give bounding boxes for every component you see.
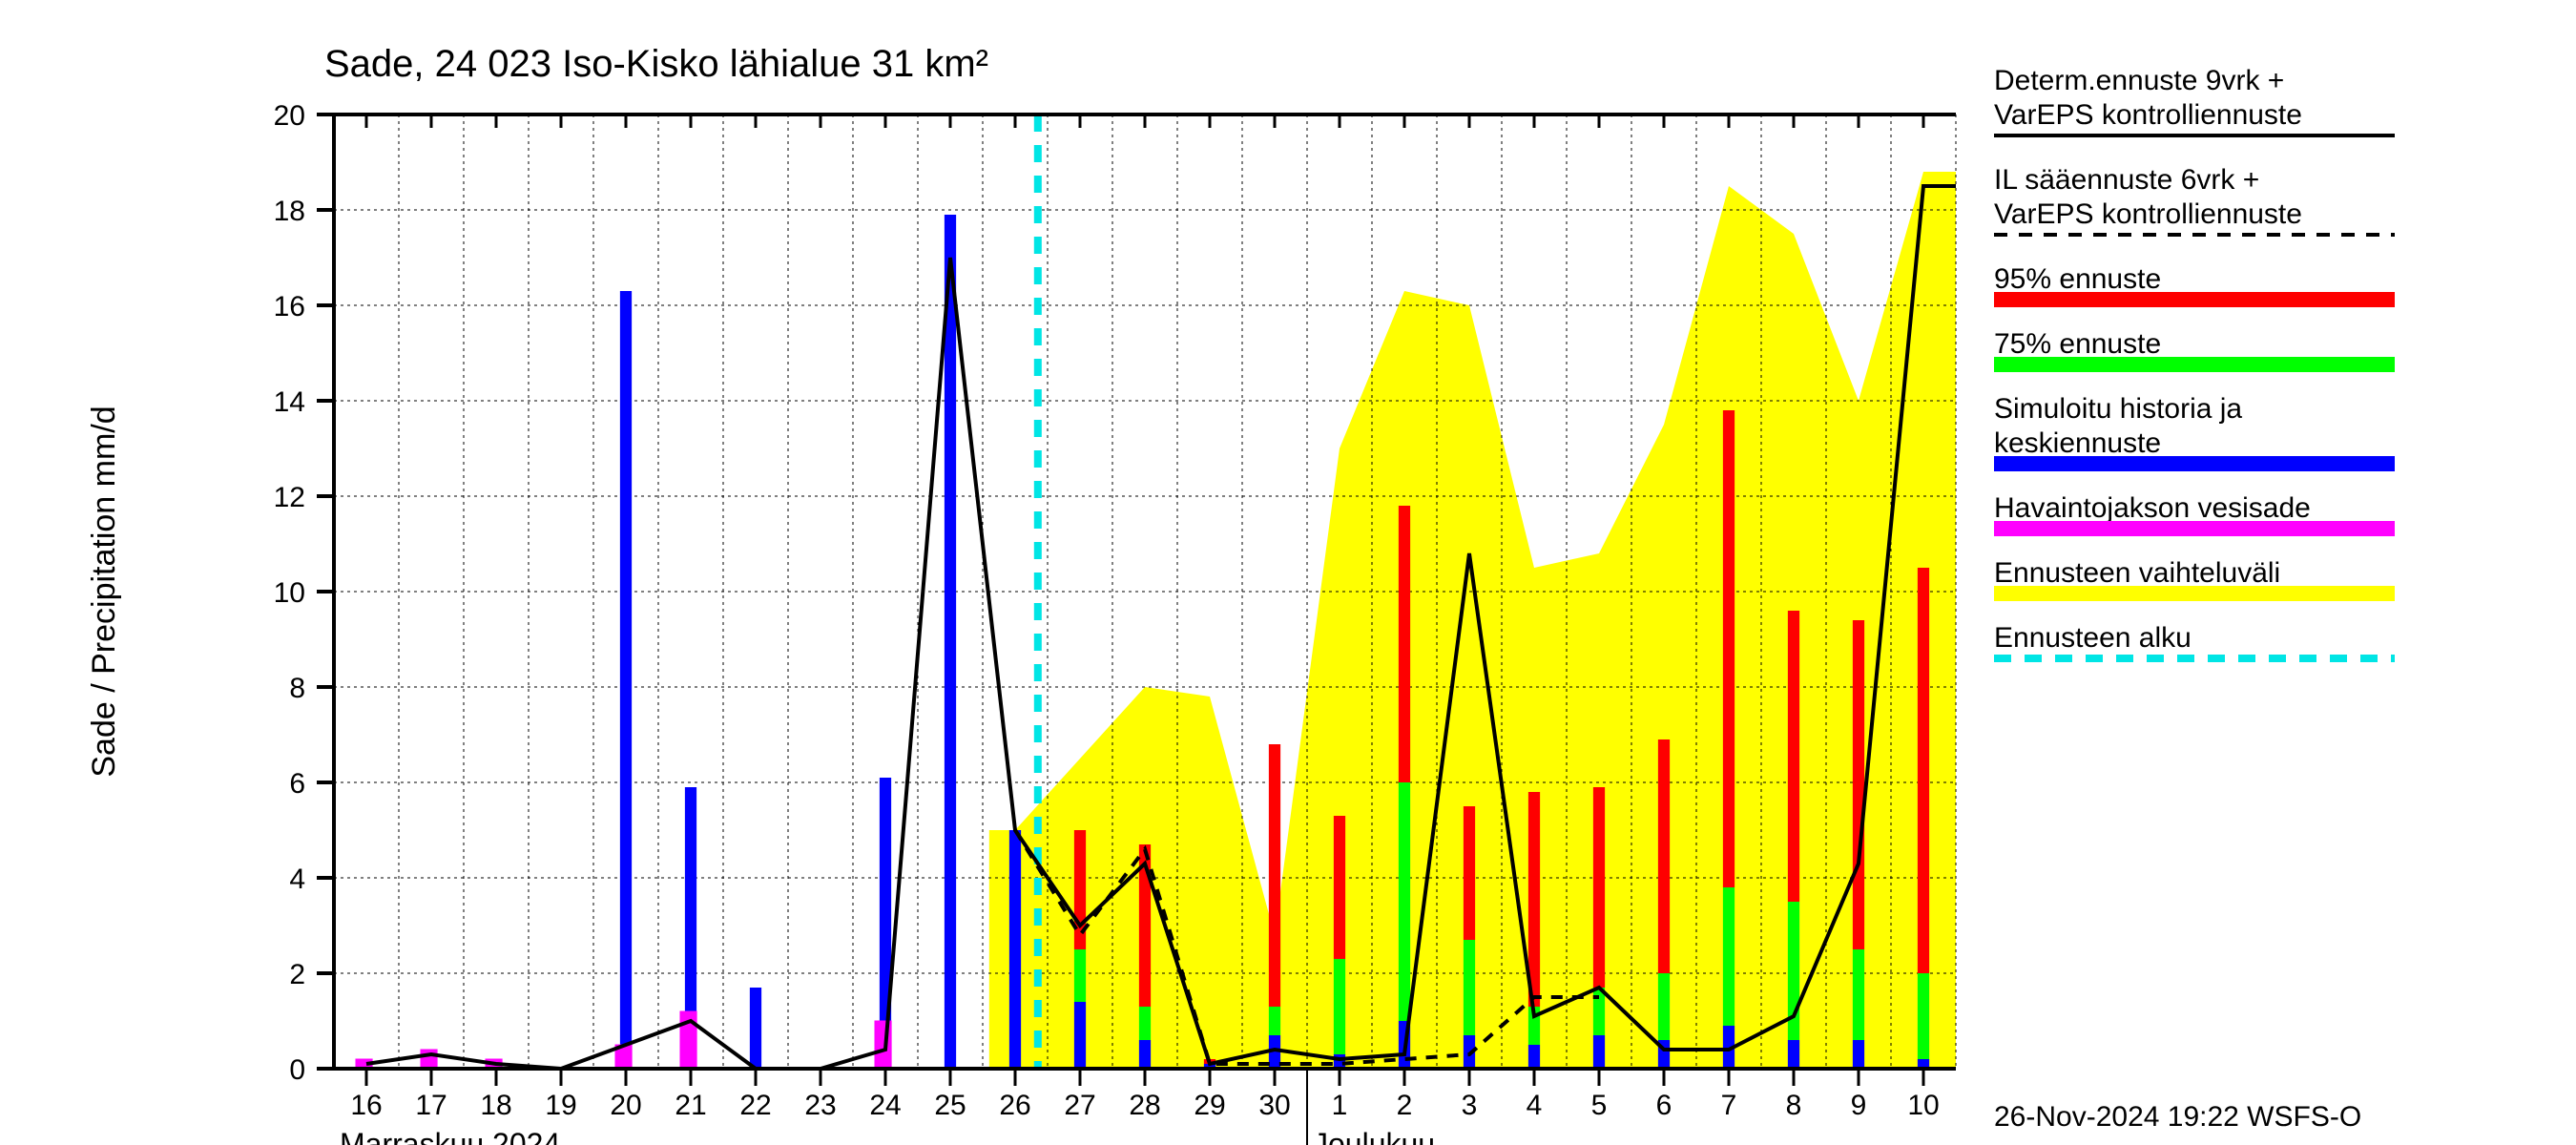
- x-tick-label: 7: [1721, 1090, 1737, 1121]
- x-tick-label: 17: [415, 1090, 447, 1121]
- x-tick-label: 28: [1129, 1090, 1160, 1121]
- bar-red: [1918, 568, 1929, 973]
- x-tick-label: 16: [350, 1090, 382, 1121]
- bar-red: [1269, 744, 1280, 1007]
- y-axis-title: Sade / Precipitation mm/d: [86, 406, 122, 777]
- y-tick-label: 16: [274, 291, 305, 323]
- legend-label: keskiennuste: [1994, 427, 2161, 459]
- legend-label: 95% ennuste: [1994, 263, 2161, 295]
- x-tick-label: 4: [1527, 1090, 1543, 1121]
- bar-green: [1139, 1007, 1151, 1040]
- bar-blue: [620, 291, 632, 1069]
- bar-blue: [750, 988, 761, 1069]
- x-tick-label: 21: [675, 1090, 706, 1121]
- month-label: Joulukuu: [1313, 1127, 1435, 1145]
- legend-label: Ennusteen vaihteluväli: [1994, 557, 2280, 589]
- x-tick-label: 1: [1332, 1090, 1348, 1121]
- bar-magenta: [421, 1050, 437, 1069]
- month-label: Marraskuu 2024: [340, 1127, 560, 1145]
- y-tick-label: 8: [289, 673, 305, 704]
- bar-green: [1074, 949, 1086, 1002]
- bar-red: [1788, 611, 1799, 902]
- y-tick-label: 10: [274, 577, 305, 609]
- bar-red: [1853, 620, 1864, 949]
- y-tick-label: 4: [289, 864, 305, 895]
- y-tick-label: 12: [274, 482, 305, 513]
- bar-green: [1853, 949, 1864, 1040]
- legend-label: Ennusteen alku: [1994, 622, 2192, 654]
- bar-green: [1399, 782, 1410, 1021]
- bar-blue: [1593, 1035, 1605, 1069]
- legend-label: Simuloitu historia ja: [1994, 393, 2242, 425]
- legend-label: IL sääennuste 6vrk +: [1994, 164, 2259, 196]
- legend-label: VarEPS kontrolliennuste: [1994, 99, 2302, 131]
- bar-red: [1464, 806, 1475, 940]
- bar-blue: [1139, 1040, 1151, 1069]
- y-tick-label: 6: [289, 768, 305, 800]
- x-tick-label: 25: [934, 1090, 966, 1121]
- legend-swatch: [1994, 521, 2395, 536]
- x-tick-label: 2: [1397, 1090, 1413, 1121]
- legend-swatch: [1994, 292, 2395, 307]
- x-tick-label: 5: [1591, 1090, 1608, 1121]
- bar-green: [1723, 887, 1735, 1026]
- bar-green: [1658, 973, 1670, 1040]
- bar-green: [1334, 959, 1345, 1054]
- bar-blue: [1853, 1040, 1864, 1069]
- bar-red: [1334, 816, 1345, 959]
- bar-red: [1723, 410, 1735, 887]
- legend-swatch: [1994, 456, 2395, 471]
- bar-blue: [945, 215, 956, 1069]
- bar-blue: [1788, 1040, 1799, 1069]
- y-tick-label: 18: [274, 196, 305, 227]
- bar-blue: [1528, 1045, 1540, 1069]
- x-tick-label: 23: [804, 1090, 836, 1121]
- legend-label: Havaintojakson vesisade: [1994, 492, 2311, 524]
- legend-swatch: [1994, 586, 2395, 601]
- x-tick-label: 30: [1258, 1090, 1290, 1121]
- x-tick-label: 20: [610, 1090, 641, 1121]
- bar-green: [1464, 940, 1475, 1035]
- legend-label: VarEPS kontrolliennuste: [1994, 198, 2302, 230]
- x-tick-label: 26: [999, 1090, 1030, 1121]
- y-tick-label: 20: [274, 100, 305, 132]
- x-tick-label: 8: [1786, 1090, 1802, 1121]
- x-tick-label: 19: [545, 1090, 576, 1121]
- legend-swatch: [1994, 357, 2395, 372]
- x-tick-label: 10: [1907, 1090, 1939, 1121]
- y-tick-label: 14: [274, 386, 305, 418]
- bar-red: [1658, 739, 1670, 973]
- x-tick-label: 22: [739, 1090, 771, 1121]
- bar-green: [1918, 973, 1929, 1059]
- bar-red: [1399, 506, 1410, 782]
- x-tick-label: 27: [1064, 1090, 1095, 1121]
- chart-title: Sade, 24 023 Iso-Kisko lähialue 31 km²: [324, 43, 988, 85]
- x-tick-label: 24: [869, 1090, 901, 1121]
- y-tick-label: 2: [289, 959, 305, 990]
- x-tick-label: 18: [480, 1090, 511, 1121]
- legend-label: 75% ennuste: [1994, 328, 2161, 360]
- bar-blue: [1334, 1054, 1345, 1069]
- footer-timestamp: 26-Nov-2024 19:22 WSFS-O: [1994, 1101, 2361, 1133]
- x-tick-label: 6: [1656, 1090, 1672, 1121]
- legend-label: Determ.ennuste 9vrk +: [1994, 65, 2284, 96]
- x-tick-label: 29: [1194, 1090, 1225, 1121]
- x-tick-label: 3: [1462, 1090, 1478, 1121]
- bar-blue: [1009, 830, 1021, 1069]
- bar-green: [1593, 988, 1605, 1035]
- bar-green: [1269, 1007, 1280, 1035]
- x-tick-label: 9: [1851, 1090, 1867, 1121]
- bar-blue: [1074, 1002, 1086, 1069]
- y-tick-label: 0: [289, 1054, 305, 1086]
- bar-red: [1593, 787, 1605, 988]
